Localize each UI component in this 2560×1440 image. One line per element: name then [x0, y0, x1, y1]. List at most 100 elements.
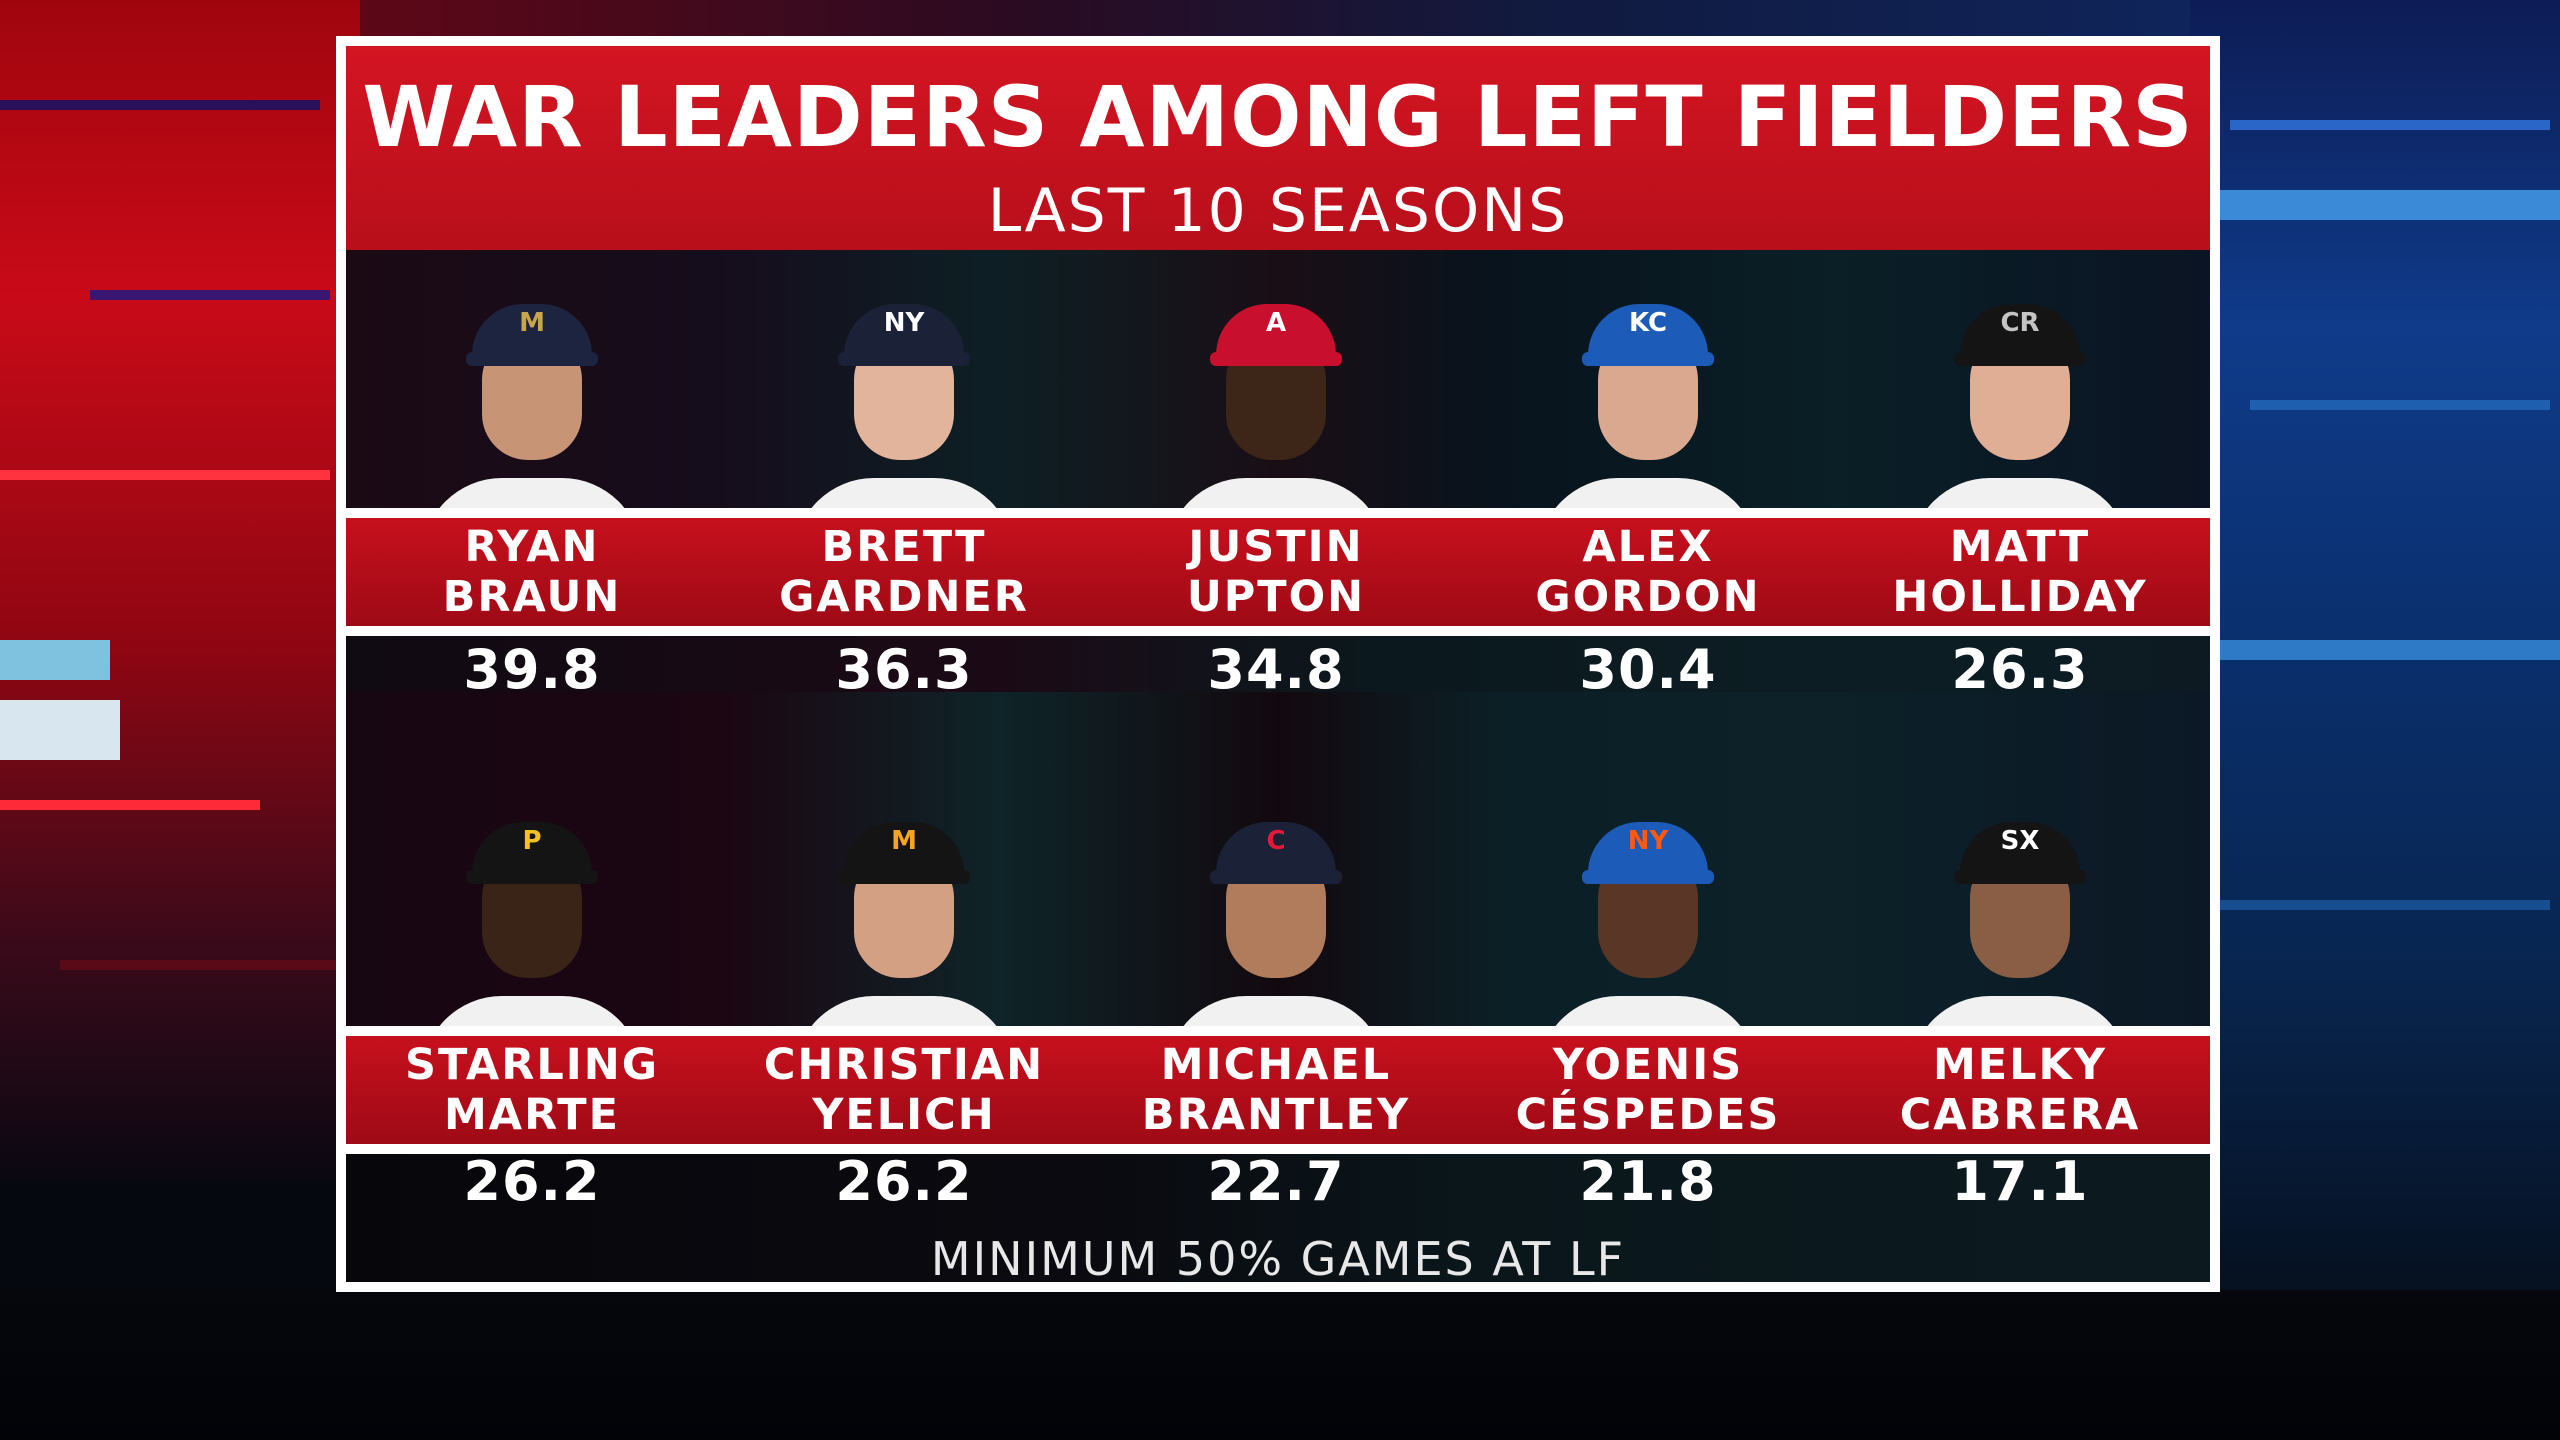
player-first-name: MATT: [1949, 522, 2091, 572]
jersey: [422, 478, 642, 508]
player-photo-brett-gardner: NY: [754, 278, 1054, 508]
player-photo-ryan-braun: M: [382, 278, 682, 508]
streak: [2190, 640, 2560, 660]
cap-brim: [1954, 870, 2086, 884]
player-last-name: YELICH: [812, 1090, 996, 1140]
background-bottom: [0, 1290, 2560, 1440]
cap-brim: [1210, 870, 1342, 884]
war-value-melky-cabrera: 17.1: [1951, 1150, 2089, 1213]
war-value-michael-brantley: 22.7: [1207, 1150, 1345, 1213]
player-first-name: YOENIS: [1552, 1040, 1744, 1090]
war-values-row-1: 39.8 36.3 34.8 30.4 26.3: [346, 636, 2210, 702]
cap-brim: [1210, 352, 1342, 366]
player-name-ryan-braun: RYAN BRAUN: [346, 522, 718, 622]
background-right-streaks: [2190, 0, 2560, 1300]
streak: [0, 640, 110, 680]
streak: [2190, 190, 2560, 220]
war-value-alex-gordon: 30.4: [1579, 638, 1717, 701]
cap-brim: [466, 352, 598, 366]
team-logo-icon: CR: [2000, 308, 2040, 338]
player-photo-yoenis-cespedes: NY: [1498, 796, 1798, 1026]
cap-brim: [466, 870, 598, 884]
player-photo-melky-cabrera: SX: [1870, 796, 2170, 1026]
player-photo-matt-holliday: CR: [1870, 278, 2170, 508]
player-name-alex-gordon: ALEX GORDON: [1462, 522, 1834, 622]
jersey: [1910, 996, 2130, 1026]
team-logo-icon: P: [522, 826, 542, 856]
player-first-name: RYAN: [464, 522, 600, 572]
player-last-name: BRANTLEY: [1141, 1090, 1411, 1140]
streak: [0, 100, 320, 110]
team-logo-icon: M: [519, 308, 545, 338]
streak: [0, 700, 120, 760]
jersey: [1910, 478, 2130, 508]
war-value-yoenis-cespedes: 21.8: [1579, 1150, 1717, 1213]
team-logo-icon: KC: [1628, 308, 1668, 338]
jersey: [794, 996, 1014, 1026]
player-name-yoenis-cespedes: YOENIS CÉSPEDES: [1462, 1040, 1834, 1140]
player-photo-justin-upton: A: [1126, 278, 1426, 508]
war-value-starling-marte: 26.2: [463, 1150, 601, 1213]
team-logo-icon: SX: [2000, 826, 2040, 856]
player-last-name: UPTON: [1186, 572, 1366, 622]
jersey: [1538, 996, 1758, 1026]
player-name-christian-yelich: CHRISTIAN YELICH: [718, 1040, 1090, 1140]
cap-brim: [838, 352, 970, 366]
player-photos-row-1: M NY A KC CR: [346, 250, 2210, 508]
player-photo-christian-yelich: M: [754, 796, 1054, 1026]
player-name-brett-gardner: BRETT GARDNER: [718, 522, 1090, 622]
streak: [0, 470, 330, 480]
board-header: WAR LEADERS AMONG LEFT FIELDERS LAST 10 …: [346, 46, 2210, 274]
jersey: [794, 478, 1014, 508]
player-first-name: CHRISTIAN: [763, 1040, 1045, 1090]
streak: [2250, 400, 2550, 410]
jersey: [1166, 478, 1386, 508]
cap-brim: [1582, 870, 1714, 884]
player-photo-michael-brantley: C: [1126, 796, 1426, 1026]
player-first-name: MELKY: [1932, 1040, 2108, 1090]
player-name-justin-upton: JUSTIN UPTON: [1090, 522, 1462, 622]
streak: [2230, 120, 2550, 130]
war-value-brett-gardner: 36.3: [835, 638, 973, 701]
player-photo-alex-gordon: KC: [1498, 278, 1798, 508]
player-last-name: CABRERA: [1899, 1090, 2141, 1140]
war-value-justin-upton: 34.8: [1207, 638, 1345, 701]
player-last-name: GORDON: [1535, 572, 1761, 622]
player-last-name: CÉSPEDES: [1515, 1090, 1781, 1140]
team-logo-icon: M: [891, 826, 917, 856]
player-first-name: BRETT: [821, 522, 987, 572]
background-left-streaks: [0, 0, 360, 1180]
streak: [2220, 900, 2550, 910]
streak: [90, 290, 330, 300]
jersey: [1166, 996, 1386, 1026]
player-name-michael-brantley: MICHAEL BRANTLEY: [1090, 1040, 1462, 1140]
board-title: WAR LEADERS AMONG LEFT FIELDERS: [362, 68, 2194, 166]
team-logo-icon: A: [1265, 308, 1287, 338]
background-top-streaks: [0, 0, 2560, 40]
war-leaders-board: WAR LEADERS AMONG LEFT FIELDERS LAST 10 …: [336, 36, 2220, 1292]
jersey: [422, 996, 642, 1026]
team-logo-icon: C: [1266, 826, 1286, 856]
player-first-name: ALEX: [1582, 522, 1714, 572]
streak: [0, 800, 260, 810]
board-footnote: MINIMUM 50% GAMES AT LF: [930, 1232, 1626, 1286]
player-first-name: MICHAEL: [1160, 1040, 1392, 1090]
player-last-name: GARDNER: [779, 572, 1029, 622]
player-last-name: BRAUN: [442, 572, 622, 622]
player-name-starling-marte: STARLING MARTE: [346, 1040, 718, 1140]
player-first-name: JUSTIN: [1188, 522, 1364, 572]
team-logo-icon: NY: [1627, 826, 1669, 856]
cap-brim: [838, 870, 970, 884]
cap-brim: [1582, 352, 1714, 366]
player-names-row-1: RYAN BRAUN BRETT GARDNER JUSTIN UPTON AL…: [346, 518, 2210, 626]
player-name-melky-cabrera: MELKY CABRERA: [1834, 1040, 2206, 1140]
board-footer: 26.2 26.2 22.7 21.8 17.1 MINIMUM 50% GAM…: [346, 1150, 2210, 1286]
player-first-name: STARLING: [404, 1040, 660, 1090]
player-name-matt-holliday: MATT HOLLIDAY: [1834, 522, 2206, 622]
player-photos-row-2: P M C NY SX: [346, 692, 2210, 1026]
war-value-ryan-braun: 39.8: [463, 638, 601, 701]
player-last-name: HOLLIDAY: [1892, 572, 2148, 622]
team-logo-icon: NY: [883, 308, 925, 338]
streak: [60, 960, 340, 970]
